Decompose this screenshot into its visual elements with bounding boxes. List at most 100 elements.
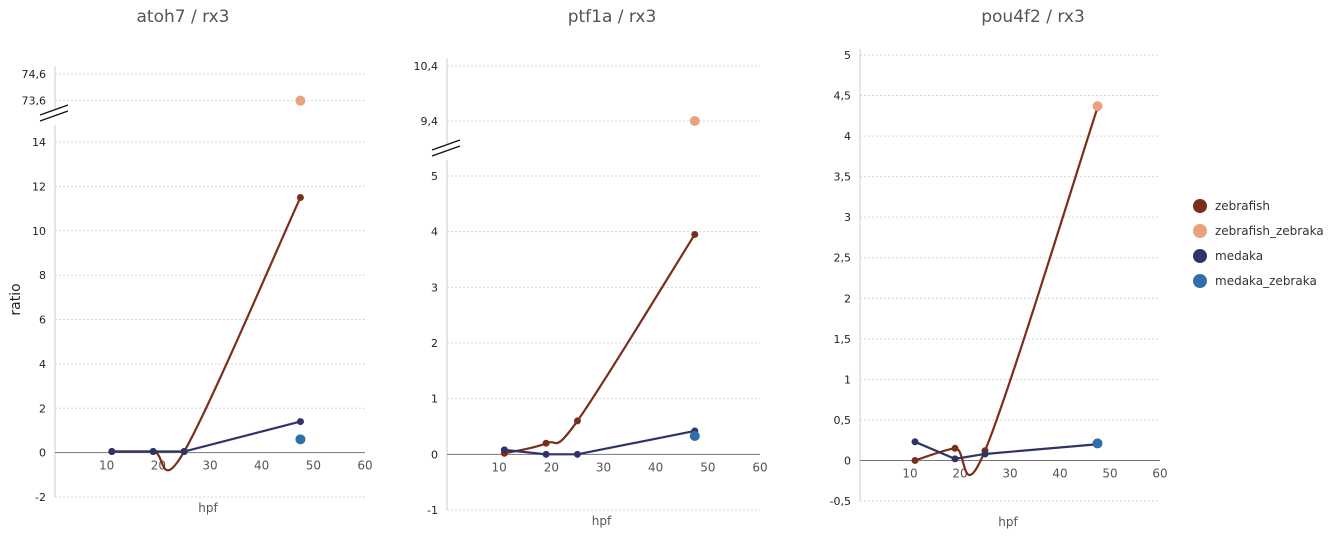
x-tick-label: 40 xyxy=(254,459,269,473)
chart-title: atoh7 / rx3 xyxy=(136,7,229,27)
y-tick-label: -0,5 xyxy=(830,495,851,508)
y-tick-label: 6 xyxy=(39,314,46,327)
chart-title: pou4f2 / rx3 xyxy=(981,7,1085,27)
legend-swatch-medaka_zebraka[interactable] xyxy=(1193,274,1207,288)
axis-break-mark xyxy=(39,104,69,116)
chart-panel-3: pou4f2 / rx3 -0,5 0 0,5 1 1,5 2 2,5 3 3,5 4 4,5 5 10 2… xyxy=(830,7,1168,529)
series-line-medaka xyxy=(914,440,1098,460)
y-tick-label: 10,4 xyxy=(414,60,439,73)
x-tick-label: 10 xyxy=(492,460,507,474)
data-point-medaka[interactable] xyxy=(573,450,581,458)
axis-break-mark xyxy=(39,110,69,122)
x-axis-label: hpf xyxy=(592,514,612,528)
y-tick-label: 73,6 xyxy=(22,95,47,108)
x-tick-label: 60 xyxy=(1152,466,1167,480)
series-line-zebrafish xyxy=(914,107,1099,477)
data-point-zebrafish[interactable] xyxy=(296,193,304,201)
y-axis-label: ratio xyxy=(8,283,24,315)
x-tick-label: 60 xyxy=(752,460,767,474)
y-tick-label: 5 xyxy=(431,170,438,183)
legend-label-medaka_zebraka[interactable]: medaka_zebraka xyxy=(1215,274,1317,288)
y-tick-label: 2 xyxy=(844,292,851,305)
data-point-medaka[interactable] xyxy=(108,448,116,456)
y-tick-label: 74,6 xyxy=(22,68,47,81)
x-tick-label: 50 xyxy=(1102,466,1117,480)
y-tick-label: 1 xyxy=(844,373,851,386)
chart-panel-2: ptf1a / rx3 -1 0 1 2 3 4 5 9,4 10,4 10 20 30 40 50 60 hp… xyxy=(414,7,768,528)
x-axis-label: hpf xyxy=(198,501,218,515)
data-point-medaka_zebraka[interactable] xyxy=(1092,438,1103,449)
y-tick-label: 14 xyxy=(32,136,46,149)
x-tick-label: 20 xyxy=(544,460,559,474)
y-tick-label: 1 xyxy=(431,393,438,406)
x-tick-label: 30 xyxy=(202,459,217,473)
y-tick-label: 8 xyxy=(39,269,46,282)
data-point-zebrafish_zebraka[interactable] xyxy=(1092,101,1103,112)
legend-swatch-zebrafish_zebraka[interactable] xyxy=(1193,224,1207,238)
legend-swatch-medaka[interactable] xyxy=(1193,249,1207,263)
y-tick-label: 0 xyxy=(431,448,438,461)
data-point-zebrafish[interactable] xyxy=(911,456,919,464)
data-point-zebrafish[interactable] xyxy=(691,230,699,238)
y-tick-label: 3 xyxy=(431,281,438,294)
legend-label-zebrafish_zebraka[interactable]: zebrafish_zebraka xyxy=(1215,224,1324,238)
y-tick-label: 4,5 xyxy=(834,90,852,103)
x-tick-label: 30 xyxy=(1002,466,1017,480)
x-tick-label: 30 xyxy=(596,460,611,474)
y-tick-label: -1 xyxy=(427,504,438,517)
data-point-medaka[interactable] xyxy=(500,446,508,454)
legend-label-zebrafish[interactable]: zebrafish xyxy=(1215,199,1270,213)
y-tick-label: 5 xyxy=(844,49,851,62)
x-tick-label: 20 xyxy=(952,466,967,480)
y-tick-label: 9,4 xyxy=(421,115,439,128)
data-point-medaka[interactable] xyxy=(180,448,188,456)
y-tick-label: 2,5 xyxy=(834,252,852,265)
series-line-medaka xyxy=(504,429,696,456)
axis-break-mark xyxy=(431,145,461,157)
y-tick-label: 0 xyxy=(39,447,46,460)
data-point-medaka_zebraka[interactable] xyxy=(295,434,306,445)
data-point-medaka[interactable] xyxy=(542,450,550,458)
data-point-medaka[interactable] xyxy=(296,418,304,426)
x-tick-label: 10 xyxy=(99,459,114,473)
x-tick-label: 40 xyxy=(1052,466,1067,480)
y-tick-label: 12 xyxy=(32,180,46,193)
data-point-zebrafish[interactable] xyxy=(542,439,550,447)
x-tick-label: 50 xyxy=(306,459,321,473)
y-tick-label: 4 xyxy=(431,226,438,239)
data-point-medaka[interactable] xyxy=(951,455,959,463)
series-line-medaka xyxy=(111,420,301,453)
x-tick-label: 50 xyxy=(700,460,715,474)
legend-label-medaka[interactable]: medaka xyxy=(1215,249,1263,263)
axis-break-mark xyxy=(431,139,461,151)
y-tick-label: 1,5 xyxy=(834,333,852,346)
y-tick-label: 3,5 xyxy=(834,171,852,184)
data-point-medaka_zebraka[interactable] xyxy=(689,430,700,441)
x-axis-label: hpf xyxy=(998,515,1018,529)
data-point-zebrafish[interactable] xyxy=(951,444,959,452)
x-tick-label: 40 xyxy=(648,460,663,474)
data-point-medaka[interactable] xyxy=(981,450,989,458)
chart-title: ptf1a / rx3 xyxy=(568,7,657,27)
y-tick-label: 2 xyxy=(431,337,438,350)
y-tick-label: 0 xyxy=(844,454,851,467)
data-point-medaka[interactable] xyxy=(149,448,157,456)
y-tick-label: 4 xyxy=(844,130,851,143)
series-line-zebrafish xyxy=(504,233,696,455)
x-tick-label: 10 xyxy=(902,466,917,480)
y-tick-label: 2 xyxy=(39,402,46,415)
y-tick-label: 10 xyxy=(32,225,46,238)
y-tick-label: 3 xyxy=(844,211,851,224)
legend-swatch-zebrafish[interactable] xyxy=(1193,199,1207,213)
y-tick-label: 0,5 xyxy=(834,414,852,427)
x-tick-label: 60 xyxy=(357,459,372,473)
data-point-zebrafish_zebraka[interactable] xyxy=(295,95,306,106)
data-point-zebrafish_zebraka[interactable] xyxy=(689,116,700,126)
y-tick-label: 4 xyxy=(39,358,46,371)
data-point-zebrafish[interactable] xyxy=(573,417,581,425)
y-tick-label: -2 xyxy=(35,491,46,504)
data-point-medaka[interactable] xyxy=(911,438,919,446)
